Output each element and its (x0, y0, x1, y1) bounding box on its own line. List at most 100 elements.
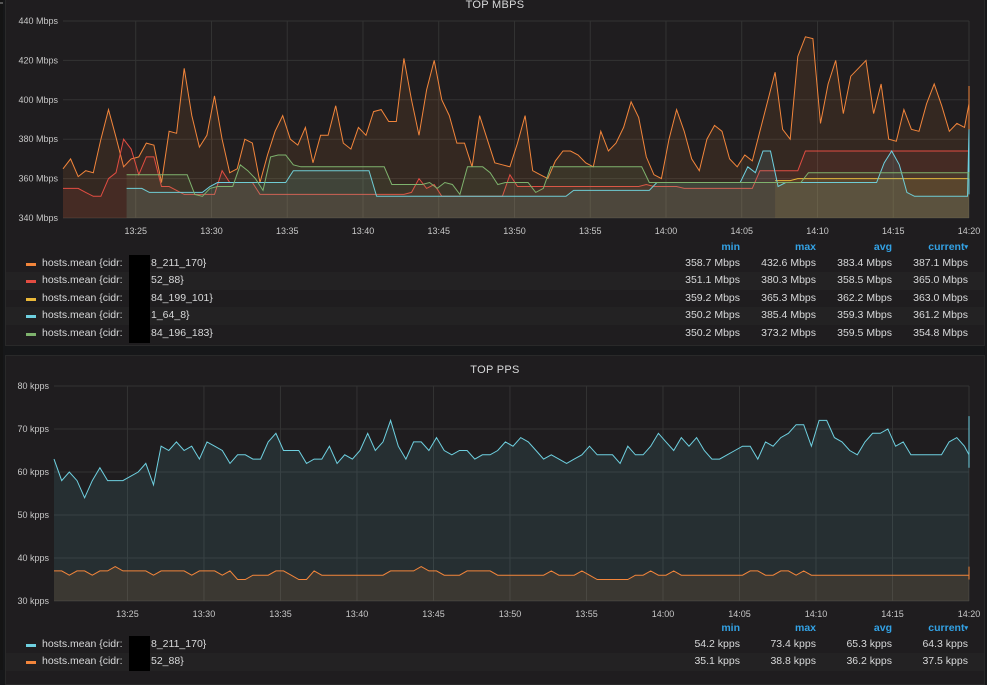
series-name[interactable]: hosts.mean {cidr: (42, 257, 123, 269)
series-min: 350.2 Mbps (685, 309, 740, 322)
series-avg: 359.5 Mbps (837, 326, 892, 339)
x-tick-label: 14:15 (882, 226, 905, 236)
x-tick-label: 13:30 (200, 226, 223, 236)
x-tick-label: 13:40 (346, 609, 369, 618)
series-name-suffix[interactable]: 84_196_183} (151, 326, 213, 339)
series-area (126, 155, 970, 218)
legend-row[interactable]: hosts.mean {cidr: 52_88} 351.1 Mbps 380.3 M… (6, 272, 984, 291)
series-line (775, 168, 970, 182)
legend-header-max[interactable]: max (794, 622, 816, 634)
y-tick-label: 440 Mbps (18, 16, 58, 26)
series-avg: 362.2 Mbps (837, 291, 892, 304)
series-name-suffix[interactable]: 1_64_8} (151, 309, 190, 322)
series-name[interactable]: hosts.mean {cidr: (42, 274, 123, 287)
legend-header-current[interactable]: current▾ (888, 620, 968, 637)
series-current: 365.0 Mbps (913, 274, 968, 287)
series-avg: 383.4 Mbps (837, 257, 892, 269)
legend-header-min[interactable]: min (721, 622, 740, 634)
series-min: 350.2 Mbps (685, 326, 740, 339)
legend-header-max[interactable]: max (794, 241, 816, 253)
legend-header-avg[interactable]: avg (873, 622, 892, 634)
redaction-box (129, 653, 150, 672)
series-color-swatch[interactable] (26, 661, 36, 665)
legend-header-current-label: current (928, 241, 965, 253)
series-name[interactable]: hosts.mean {cidr: (42, 309, 123, 322)
series-min: 351.1 Mbps (685, 274, 740, 287)
y-tick-label: 420 Mbps (18, 55, 58, 65)
legend-header-avg[interactable]: avg (873, 241, 892, 253)
series-name[interactable]: hosts.mean {cidr: (42, 638, 123, 650)
legend-row[interactable]: hosts.mean {cidr: 8_211_170} 54.2 kpps 73.4… (6, 636, 984, 654)
series-name-suffix[interactable]: 52_88} (151, 274, 184, 287)
series-name[interactable]: hosts.mean {cidr: (42, 326, 123, 339)
series-max: 385.4 Mbps (761, 309, 816, 322)
legend-row[interactable]: hosts.mean {cidr: 52_88} 35.1 kpps 38.8 kpp… (6, 653, 984, 672)
x-tick-label: 13:50 (503, 226, 526, 236)
series-line (126, 154, 970, 197)
series-current: 37.5 kpps (922, 655, 968, 668)
legend-table: min max avg current▾ hosts.mean {cidr: 8_… (6, 239, 984, 343)
legend-header-min[interactable]: min (721, 241, 740, 253)
legend-row[interactable]: hosts.mean {cidr: 84_199_101} 359.2 Mbps 36… (6, 289, 984, 308)
series-max: 38.8 kpps (770, 655, 816, 668)
series-avg: 358.5 Mbps (837, 274, 892, 287)
series-name-suffix[interactable]: 52_88} (151, 655, 184, 668)
menu-handle-icon[interactable] (0, 2, 3, 4)
series-area (63, 139, 969, 218)
series-avg: 65.3 kpps (846, 638, 892, 650)
legend-row[interactable]: hosts.mean {cidr: 1_64_8} 350.2 Mbps 385.4 … (6, 307, 984, 326)
series-color-swatch[interactable] (26, 332, 36, 336)
series-area (126, 129, 970, 218)
panel-top-pps: TOP PPS 30 kpps 40 kpps 50 kpps 60 kpps 70 k… (5, 355, 985, 685)
legend-header-current[interactable]: current▾ (888, 239, 968, 256)
series-color-swatch[interactable] (26, 263, 36, 266)
y-tick-label: 60 kpps (17, 467, 49, 477)
redaction-box (129, 307, 150, 326)
y-tick-label: 380 Mbps (18, 134, 58, 144)
series-min: 358.7 Mbps (685, 257, 740, 269)
legend-rows: hosts.mean {cidr: 8_211_170} 54.2 kpps 73.4… (6, 636, 984, 672)
legend-row[interactable]: hosts.mean {cidr: 8_211_170} 358.7 Mbps 432… (6, 255, 984, 273)
series-name-suffix[interactable]: 8_211_170} (151, 638, 207, 650)
chart-top-mbps: 340 Mbps 360 Mbps 380 Mbps 400 Mbps 420 Mbps… (18, 16, 980, 236)
x-tick-label: 14:10 (805, 609, 828, 618)
series-area (54, 566, 969, 601)
series-color-swatch[interactable] (26, 315, 36, 319)
legend-header-current-label: current (928, 622, 965, 634)
x-tick-label: 13:50 (499, 609, 522, 618)
x-tick-label: 13:30 (193, 609, 216, 618)
panel-title[interactable]: TOP MBPS (465, 0, 525, 11)
y-tick-label: 400 Mbps (18, 95, 58, 105)
x-tick-label: 14:15 (881, 609, 904, 618)
series-color-swatch[interactable] (26, 644, 36, 647)
series-name-suffix[interactable]: 84_199_101} (151, 291, 213, 304)
sort-caret-icon: ▾ (964, 625, 968, 632)
series-current: 363.0 Mbps (913, 291, 968, 304)
series-current: 361.2 Mbps (913, 309, 968, 322)
series-current: 64.3 kpps (922, 638, 968, 650)
series-name[interactable]: hosts.mean {cidr: (42, 291, 123, 304)
panel-top-mbps: TOP MBPS 340 Mbps 360 Mbps 380 Mbps 400 Mbp… (5, 0, 985, 346)
x-tick-label: 14:05 (730, 226, 753, 236)
series-max: 73.4 kpps (770, 638, 816, 650)
x-tick-label: 14:05 (728, 609, 751, 618)
series-color-swatch[interactable] (26, 280, 36, 284)
redaction-box (129, 272, 150, 291)
series-color-swatch[interactable] (26, 297, 36, 301)
series-area (775, 168, 969, 218)
series-name[interactable]: hosts.mean {cidr: (42, 655, 123, 668)
series-name-suffix[interactable]: 8_211_170} (151, 257, 207, 269)
series-current: 387.1 Mbps (913, 257, 968, 269)
chart-top-pps: 30 kpps 40 kpps 50 kpps 60 kpps 70 kpps 80 kp… (17, 381, 980, 618)
y-tick-label: 40 kpps (17, 553, 49, 563)
y-tick-label: 30 kpps (17, 596, 49, 606)
x-tick-label: 13:35 (269, 609, 292, 618)
legend-row[interactable]: hosts.mean {cidr: 84_196_183} 350.2 Mbps 37… (6, 324, 984, 343)
panel-title[interactable]: TOP PPS (470, 364, 520, 376)
series-max: 373.2 Mbps (761, 326, 816, 339)
series-area (54, 416, 969, 601)
series-line (53, 416, 970, 500)
x-tick-label: 13:25 (124, 226, 147, 236)
x-tick-label: 13:45 (427, 226, 450, 236)
series-area (63, 36, 969, 218)
